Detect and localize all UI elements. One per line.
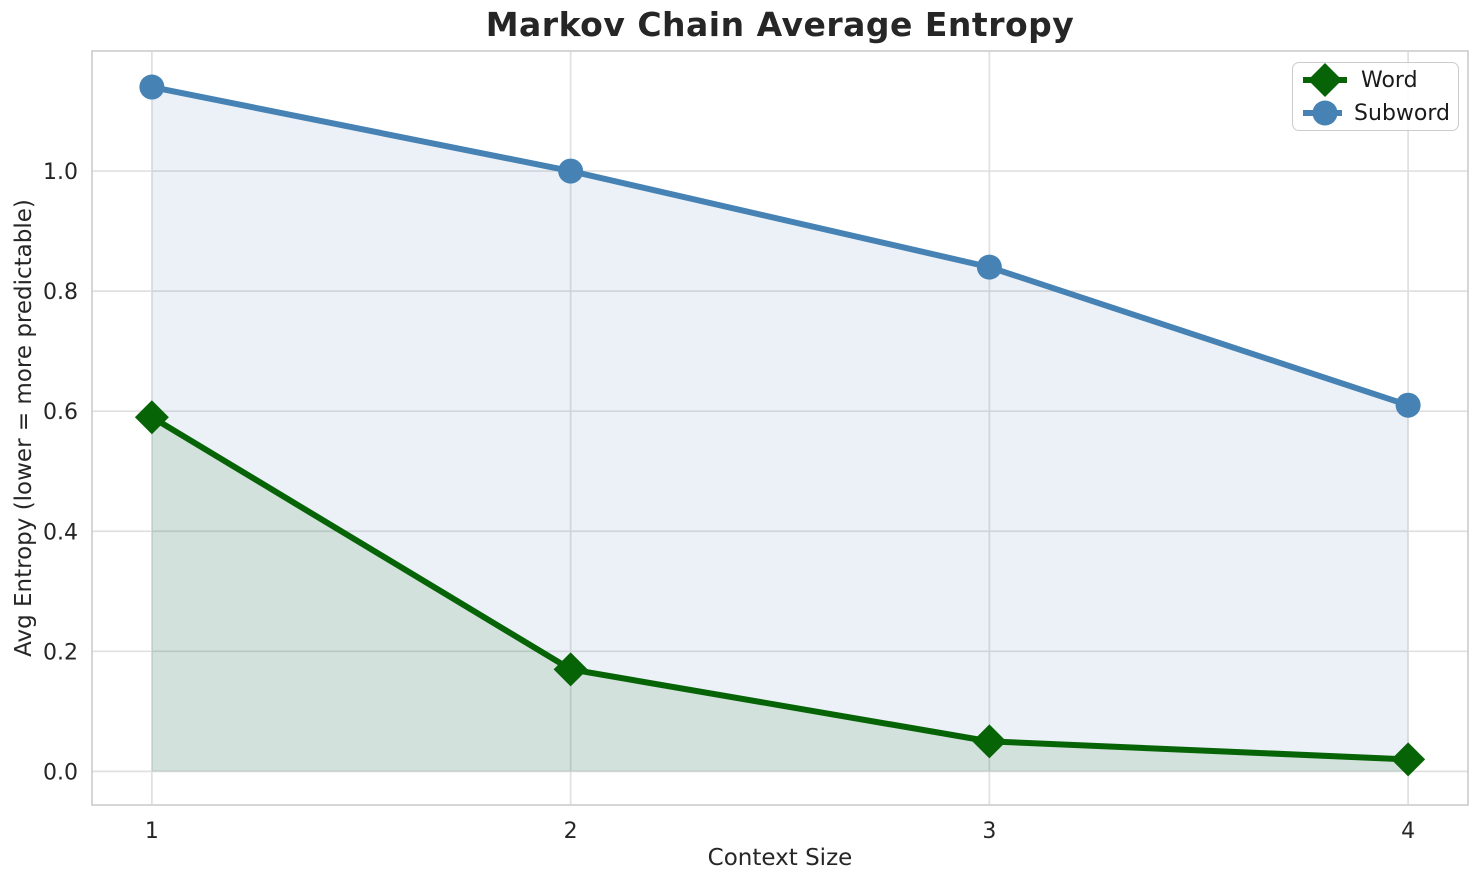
y-tick-label: 0.8 xyxy=(43,280,78,305)
diamond-marker xyxy=(1308,63,1342,97)
area-fill-word xyxy=(151,417,1409,772)
x-tick-label: 4 xyxy=(1401,819,1415,844)
y-axis-label: Avg Entropy (lower = more predictable) xyxy=(11,199,37,657)
circle-marker xyxy=(1312,100,1338,126)
diamond-marker xyxy=(134,400,169,435)
y-tick-label: 0.6 xyxy=(43,400,78,425)
diamond-marker xyxy=(972,724,1007,759)
y-tick-label: 0.4 xyxy=(43,520,78,545)
line-subword xyxy=(151,84,1410,409)
chart-title: Markov Chain Average Entropy xyxy=(485,5,1075,44)
diamond-marker xyxy=(553,652,588,687)
line-word xyxy=(150,414,1409,763)
y-tick-label: 0.0 xyxy=(43,760,78,785)
circle-marker xyxy=(976,254,1002,280)
x-tick-label: 1 xyxy=(145,819,159,844)
legend-diamond-icon xyxy=(1303,63,1347,97)
legend-item-word: Word xyxy=(1301,63,1450,97)
x-tick-label: 3 xyxy=(982,819,996,844)
circle-marker xyxy=(558,158,584,184)
diamond-marker xyxy=(1391,742,1426,777)
legend-label: Word xyxy=(1361,67,1418,93)
circle-marker xyxy=(1395,392,1421,418)
legend-circle-icon xyxy=(1303,100,1343,126)
legend: Word Subword xyxy=(1292,62,1459,131)
legend-label: Subword xyxy=(1354,100,1450,126)
y-tick-label: 1.0 xyxy=(43,160,78,185)
legend-item-subword: Subword xyxy=(1301,97,1450,130)
y-tick-label: 0.2 xyxy=(43,640,78,665)
x-axis-label: Context Size xyxy=(707,845,853,871)
plot-border xyxy=(91,50,1469,806)
area-fill-subword xyxy=(151,87,1409,772)
circle-marker xyxy=(139,74,165,100)
x-tick-label: 2 xyxy=(564,819,578,844)
